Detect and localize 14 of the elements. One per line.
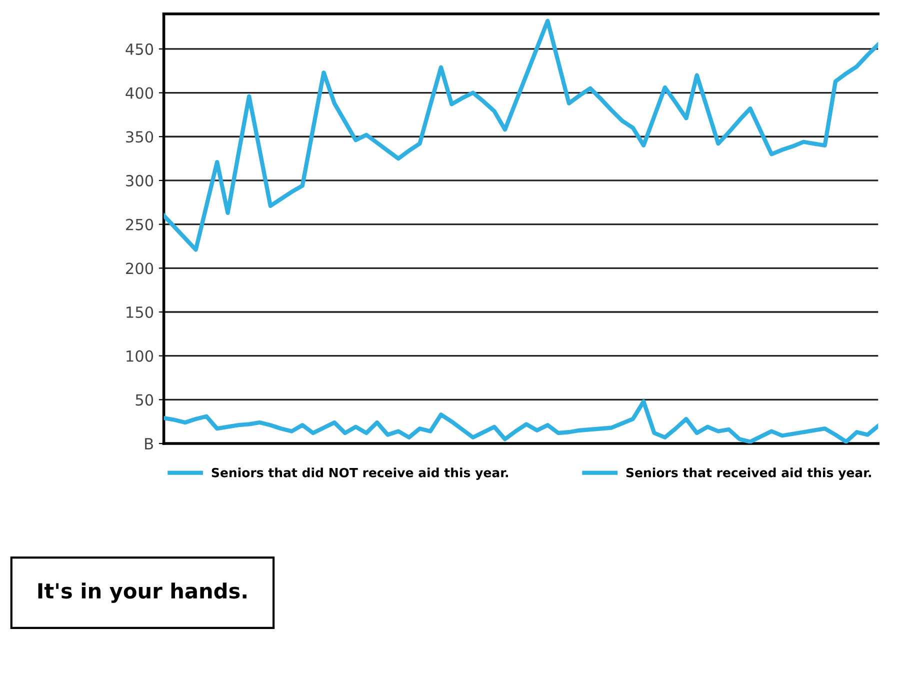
legend-label: Seniors that did NOT receive aid this year. <box>212 468 508 480</box>
text: It's in your hands. <box>38 582 246 603</box>
y-tick-label: 400 <box>126 87 154 99</box>
y-tick-label: 350 <box>126 131 154 143</box>
y-tick-label: 50 <box>136 394 154 406</box>
y-tick-label: 100 <box>126 350 154 362</box>
y-tick-label: 200 <box>126 262 154 274</box>
y-tick-label: 300 <box>126 174 154 186</box>
y-tick-label: 150 <box>126 306 154 318</box>
y-tick-label: 250 <box>126 218 154 230</box>
line-series <box>164 18 878 252</box>
y-tick-label: 450 <box>126 43 154 55</box>
legend-label: Seniors that received aid this year. <box>626 468 871 480</box>
y-tick-label: B <box>145 438 153 450</box>
